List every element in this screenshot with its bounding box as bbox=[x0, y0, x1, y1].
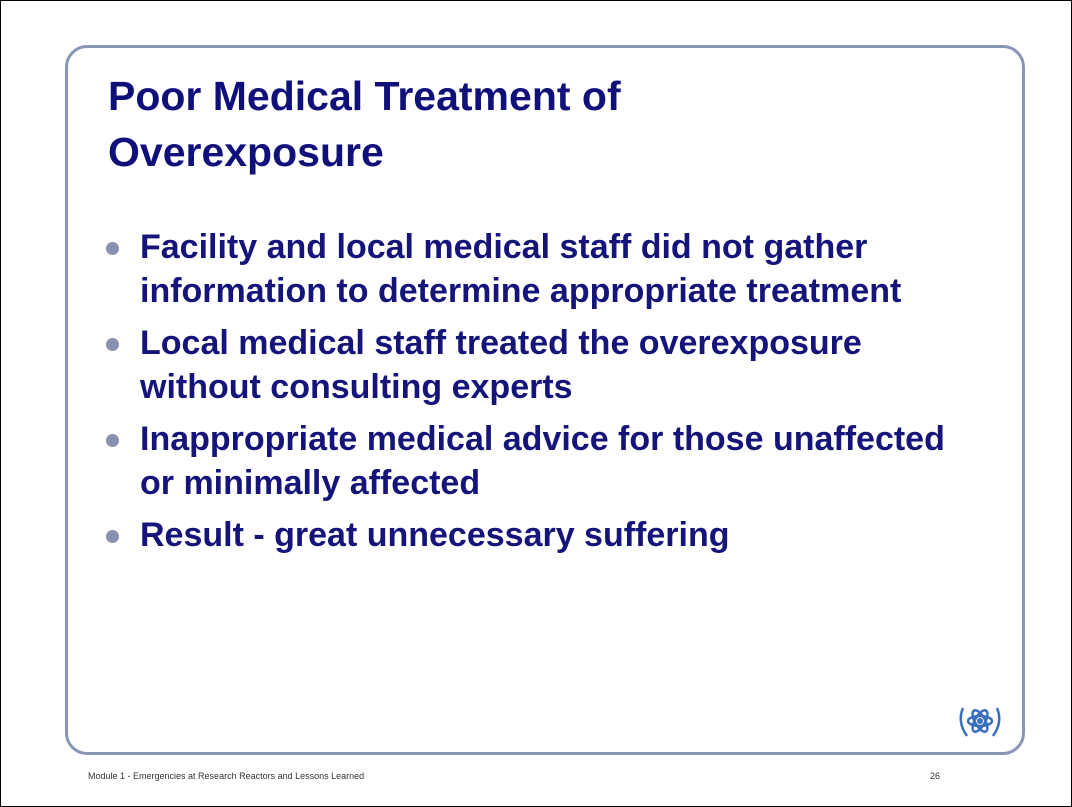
bullet-list: Facility and local medical staff did not… bbox=[100, 225, 980, 565]
bullet: Facility and local medical staff did not… bbox=[100, 225, 980, 313]
bullet: Local medical staff treated the overexpo… bbox=[100, 321, 980, 409]
slide-panel bbox=[65, 45, 1025, 755]
page-number: 26 bbox=[930, 771, 941, 781]
footer-text: Module 1 - Emergencies at Research React… bbox=[88, 771, 365, 781]
slide-title: Poor Medical Treatment of Overexposure bbox=[108, 73, 621, 175]
logo bbox=[959, 707, 1001, 737]
bullet: Result - great unnecessary suffering bbox=[100, 513, 980, 557]
bullet: Inappropriate medical advice for those u… bbox=[100, 417, 980, 505]
